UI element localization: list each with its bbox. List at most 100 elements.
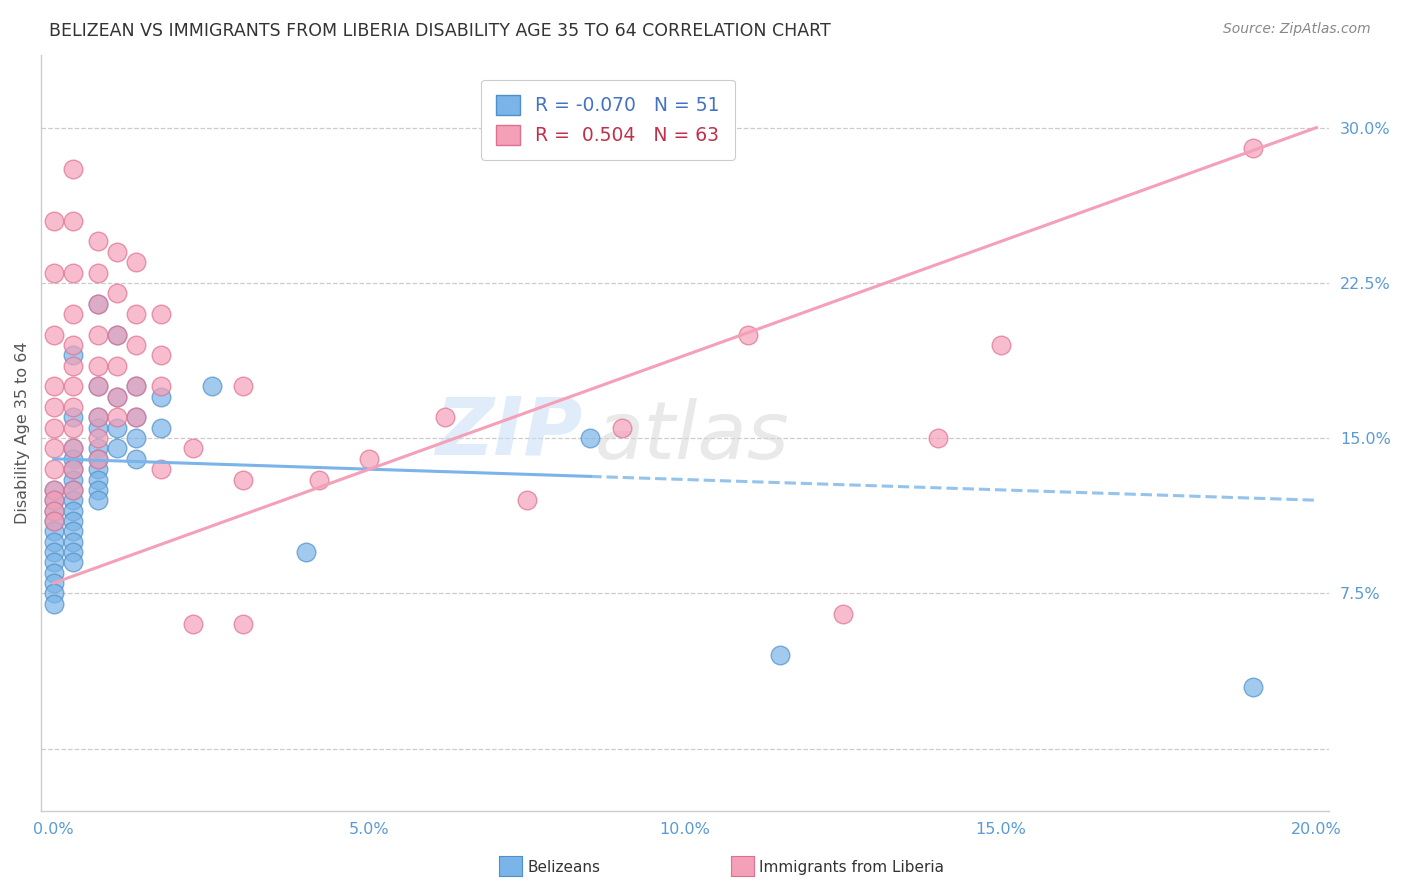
- Point: [232, 379, 254, 393]
- Point: [232, 617, 254, 632]
- Point: [87, 327, 110, 342]
- Point: [87, 451, 110, 466]
- Point: [181, 442, 204, 456]
- Point: [105, 244, 128, 259]
- Point: [62, 266, 84, 280]
- Point: [42, 566, 65, 580]
- Point: [62, 379, 84, 393]
- Point: [42, 421, 65, 435]
- Point: [105, 421, 128, 435]
- Point: [42, 400, 65, 414]
- Point: [62, 400, 84, 414]
- Text: ZIP: ZIP: [434, 394, 582, 472]
- Point: [87, 359, 110, 373]
- Point: [105, 359, 128, 373]
- Point: [62, 359, 84, 373]
- Point: [1241, 680, 1264, 694]
- Point: [62, 421, 84, 435]
- Point: [62, 161, 84, 176]
- Point: [42, 442, 65, 456]
- Point: [737, 327, 759, 342]
- Text: Belizeans: Belizeans: [527, 860, 600, 874]
- Point: [42, 327, 65, 342]
- Point: [42, 266, 65, 280]
- Point: [434, 410, 457, 425]
- Point: [87, 266, 110, 280]
- Point: [232, 473, 254, 487]
- Point: [579, 431, 602, 445]
- Point: [62, 410, 84, 425]
- Point: [62, 534, 84, 549]
- Text: BELIZEAN VS IMMIGRANTS FROM LIBERIA DISABILITY AGE 35 TO 64 CORRELATION CHART: BELIZEAN VS IMMIGRANTS FROM LIBERIA DISA…: [49, 22, 831, 40]
- Point: [62, 442, 84, 456]
- Point: [62, 514, 84, 528]
- Point: [87, 379, 110, 393]
- Point: [42, 514, 65, 528]
- Point: [87, 493, 110, 508]
- Text: Source: ZipAtlas.com: Source: ZipAtlas.com: [1223, 22, 1371, 37]
- Point: [990, 338, 1012, 352]
- Point: [125, 307, 148, 321]
- Point: [62, 493, 84, 508]
- Point: [42, 483, 65, 497]
- Point: [62, 462, 84, 476]
- Point: [62, 348, 84, 362]
- Point: [308, 473, 330, 487]
- Point: [125, 338, 148, 352]
- Point: [125, 379, 148, 393]
- Point: [87, 379, 110, 393]
- Point: [42, 576, 65, 591]
- Point: [42, 213, 65, 227]
- Point: [87, 462, 110, 476]
- Point: [125, 255, 148, 269]
- Point: [42, 493, 65, 508]
- Point: [831, 607, 853, 621]
- Point: [87, 410, 110, 425]
- Point: [42, 534, 65, 549]
- Text: Immigrants from Liberia: Immigrants from Liberia: [759, 860, 945, 874]
- Point: [42, 379, 65, 393]
- Point: [62, 545, 84, 559]
- Point: [62, 483, 84, 497]
- Point: [42, 586, 65, 600]
- Point: [87, 421, 110, 435]
- Point: [62, 442, 84, 456]
- Point: [87, 296, 110, 310]
- Point: [610, 421, 633, 435]
- Point: [125, 451, 148, 466]
- Point: [62, 473, 84, 487]
- Point: [150, 348, 173, 362]
- Point: [62, 555, 84, 569]
- Point: [87, 410, 110, 425]
- Point: [42, 503, 65, 517]
- Point: [150, 462, 173, 476]
- Point: [105, 286, 128, 301]
- Point: [295, 545, 318, 559]
- Point: [150, 421, 173, 435]
- Point: [62, 503, 84, 517]
- Point: [62, 524, 84, 539]
- Point: [125, 410, 148, 425]
- Point: [42, 483, 65, 497]
- Point: [87, 451, 110, 466]
- Point: [62, 483, 84, 497]
- Point: [105, 327, 128, 342]
- Point: [62, 307, 84, 321]
- Point: [200, 379, 222, 393]
- Point: [62, 462, 84, 476]
- Point: [359, 451, 381, 466]
- Point: [150, 390, 173, 404]
- Point: [87, 442, 110, 456]
- Point: [42, 555, 65, 569]
- Point: [769, 648, 792, 663]
- Point: [105, 410, 128, 425]
- Point: [42, 493, 65, 508]
- Point: [181, 617, 204, 632]
- Point: [87, 431, 110, 445]
- Point: [516, 493, 538, 508]
- Point: [87, 235, 110, 249]
- Point: [42, 503, 65, 517]
- Y-axis label: Disability Age 35 to 64: Disability Age 35 to 64: [15, 342, 30, 524]
- Point: [1241, 141, 1264, 155]
- Point: [42, 514, 65, 528]
